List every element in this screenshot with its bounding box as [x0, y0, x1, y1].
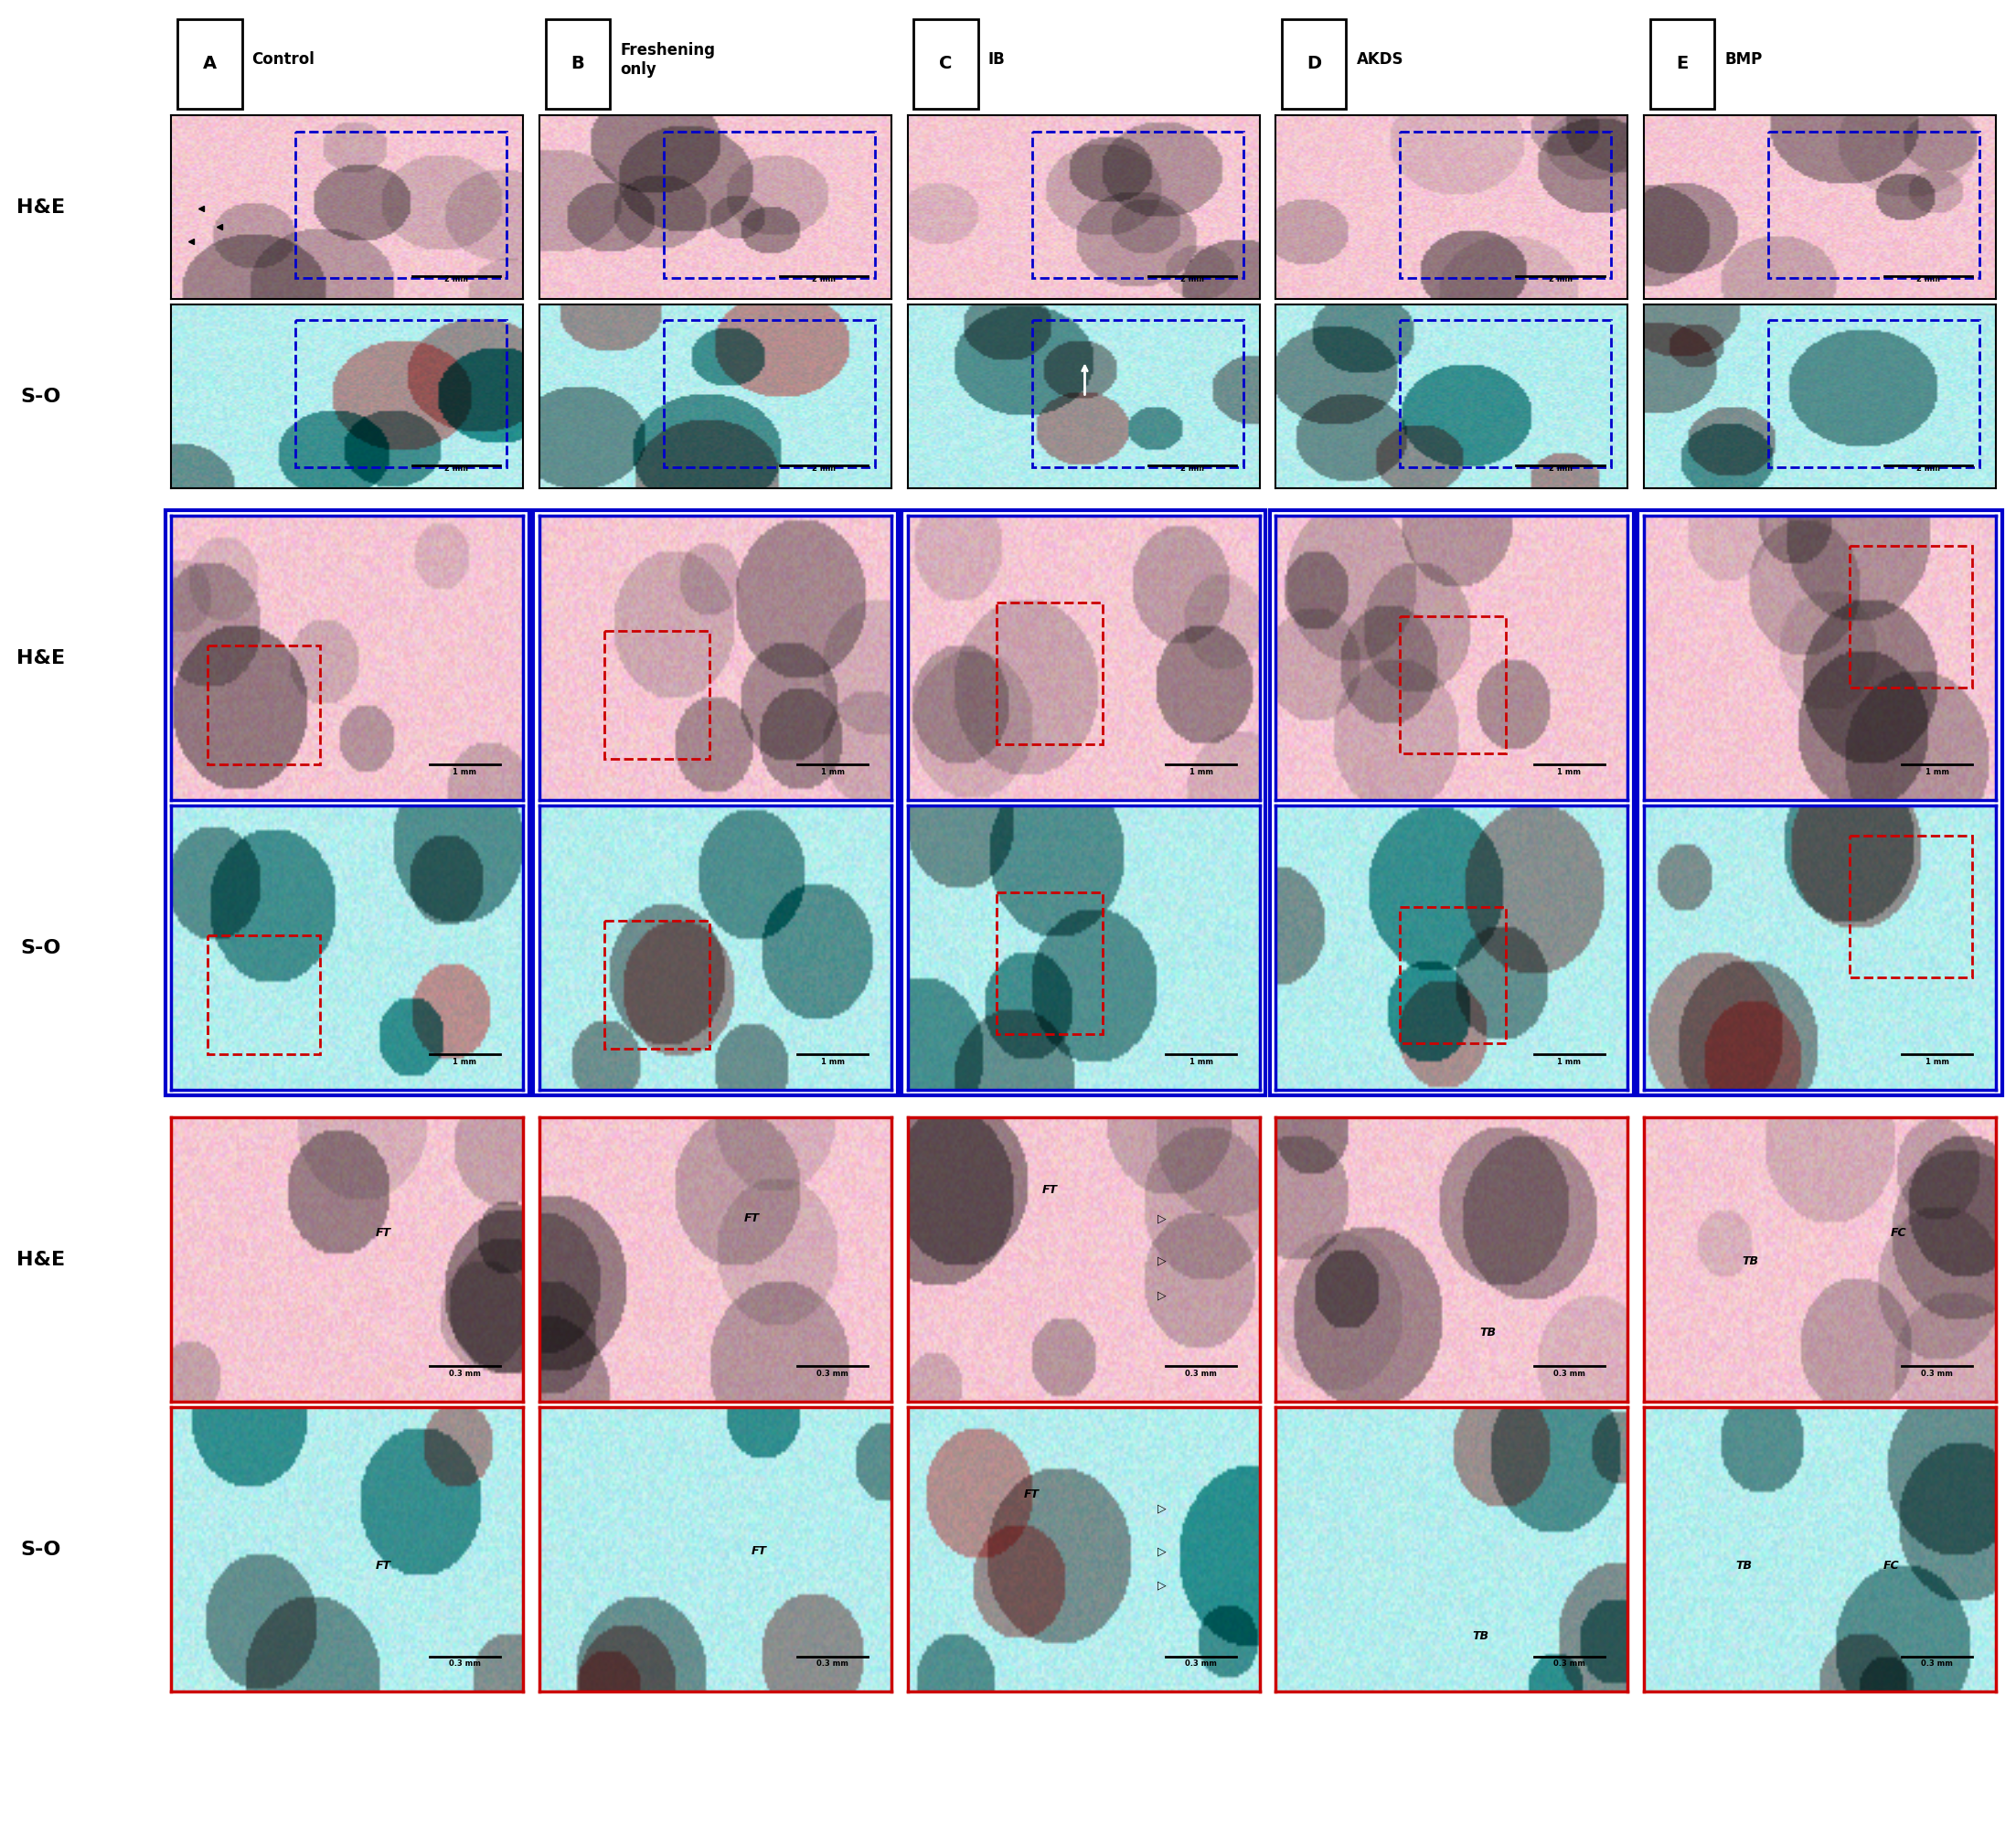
- Text: 0.3 mm: 0.3 mm: [1185, 1659, 1218, 1668]
- Bar: [1032, 321, 1244, 468]
- Text: 2 mm: 2 mm: [1548, 464, 1572, 473]
- Text: ▷: ▷: [1157, 1213, 1167, 1224]
- Bar: [663, 132, 875, 279]
- Text: 1 mm: 1 mm: [1556, 1057, 1581, 1066]
- Text: 2 mm: 2 mm: [1548, 275, 1572, 284]
- Text: ▷: ▷: [1157, 1503, 1167, 1514]
- Text: C: C: [939, 55, 952, 72]
- Text: 1 mm: 1 mm: [1189, 767, 1214, 776]
- Bar: [208, 646, 321, 765]
- Text: 2 mm: 2 mm: [1179, 464, 1204, 473]
- Text: E: E: [1675, 55, 1687, 72]
- Bar: [996, 892, 1103, 1035]
- Bar: [663, 321, 875, 468]
- Text: S-O: S-O: [20, 940, 60, 956]
- Text: 0.3 mm: 0.3 mm: [816, 1369, 849, 1378]
- Bar: [1849, 835, 1972, 978]
- Text: 2 mm: 2 mm: [444, 464, 468, 473]
- Bar: [1032, 132, 1244, 279]
- Text: 2 mm: 2 mm: [444, 275, 468, 284]
- Text: FT: FT: [752, 1545, 766, 1558]
- Text: A: A: [204, 55, 216, 72]
- Text: 0.3 mm: 0.3 mm: [1552, 1369, 1585, 1378]
- Text: IB: IB: [988, 51, 1006, 68]
- Text: B: B: [571, 55, 585, 72]
- Text: FC: FC: [1883, 1560, 1899, 1571]
- Text: FT: FT: [375, 1560, 391, 1571]
- Text: 0.3 mm: 0.3 mm: [816, 1659, 849, 1668]
- Bar: [1768, 321, 1980, 468]
- Text: 1 mm: 1 mm: [454, 767, 476, 776]
- Text: ▷: ▷: [1157, 1290, 1167, 1301]
- Text: S-O: S-O: [20, 387, 60, 406]
- Text: 2 mm: 2 mm: [1917, 275, 1939, 284]
- Text: 1 mm: 1 mm: [1556, 767, 1581, 776]
- Text: 0.3 mm: 0.3 mm: [1921, 1369, 1954, 1378]
- Text: 0.3 mm: 0.3 mm: [1552, 1659, 1585, 1668]
- Text: 2 mm: 2 mm: [812, 275, 837, 284]
- Text: 0.3 mm: 0.3 mm: [1185, 1369, 1218, 1378]
- Text: 0.3 mm: 0.3 mm: [1921, 1659, 1954, 1668]
- Bar: [296, 321, 506, 468]
- Text: FC: FC: [1891, 1228, 1907, 1239]
- Text: 1 mm: 1 mm: [1189, 1057, 1214, 1066]
- Text: 2 mm: 2 mm: [812, 464, 837, 473]
- Text: H&E: H&E: [16, 650, 65, 666]
- Text: H&E: H&E: [16, 198, 65, 217]
- Text: 2 mm: 2 mm: [1917, 464, 1939, 473]
- Text: 1 mm: 1 mm: [1925, 767, 1949, 776]
- Bar: [296, 132, 506, 279]
- Text: 1 mm: 1 mm: [821, 1057, 845, 1066]
- Text: 1 mm: 1 mm: [1925, 1057, 1949, 1066]
- Text: ▷: ▷: [1157, 1580, 1167, 1591]
- Text: FT: FT: [1042, 1184, 1056, 1196]
- Bar: [605, 921, 710, 1050]
- Text: FT: FT: [1024, 1488, 1040, 1501]
- Text: BMP: BMP: [1724, 51, 1762, 68]
- Text: H&E: H&E: [16, 1251, 65, 1268]
- Text: 0.3 mm: 0.3 mm: [450, 1659, 480, 1668]
- Bar: [1399, 321, 1611, 468]
- Text: AKDS: AKDS: [1357, 51, 1403, 68]
- Text: FT: FT: [744, 1213, 760, 1224]
- Bar: [1399, 132, 1611, 279]
- Bar: [1849, 545, 1972, 688]
- Text: Freshening
only: Freshening only: [621, 42, 716, 77]
- Bar: [996, 602, 1103, 745]
- Text: 2 mm: 2 mm: [1179, 275, 1204, 284]
- Text: Control: Control: [252, 51, 314, 68]
- Text: D: D: [1306, 55, 1320, 72]
- Text: 1 mm: 1 mm: [821, 767, 845, 776]
- Text: TB: TB: [1742, 1255, 1758, 1268]
- Text: S-O: S-O: [20, 1541, 60, 1558]
- Text: FT: FT: [375, 1228, 391, 1239]
- Bar: [1399, 906, 1506, 1042]
- Text: TB: TB: [1736, 1560, 1752, 1571]
- Text: TB: TB: [1480, 1327, 1496, 1338]
- Bar: [605, 631, 710, 760]
- Text: 0.3 mm: 0.3 mm: [450, 1369, 480, 1378]
- Text: TB: TB: [1474, 1631, 1490, 1642]
- Bar: [208, 936, 321, 1055]
- Text: ▷: ▷: [1157, 1255, 1167, 1268]
- Bar: [1768, 132, 1980, 279]
- Text: 1 mm: 1 mm: [454, 1057, 476, 1066]
- Bar: [1399, 617, 1506, 752]
- Text: ▷: ▷: [1157, 1545, 1167, 1558]
